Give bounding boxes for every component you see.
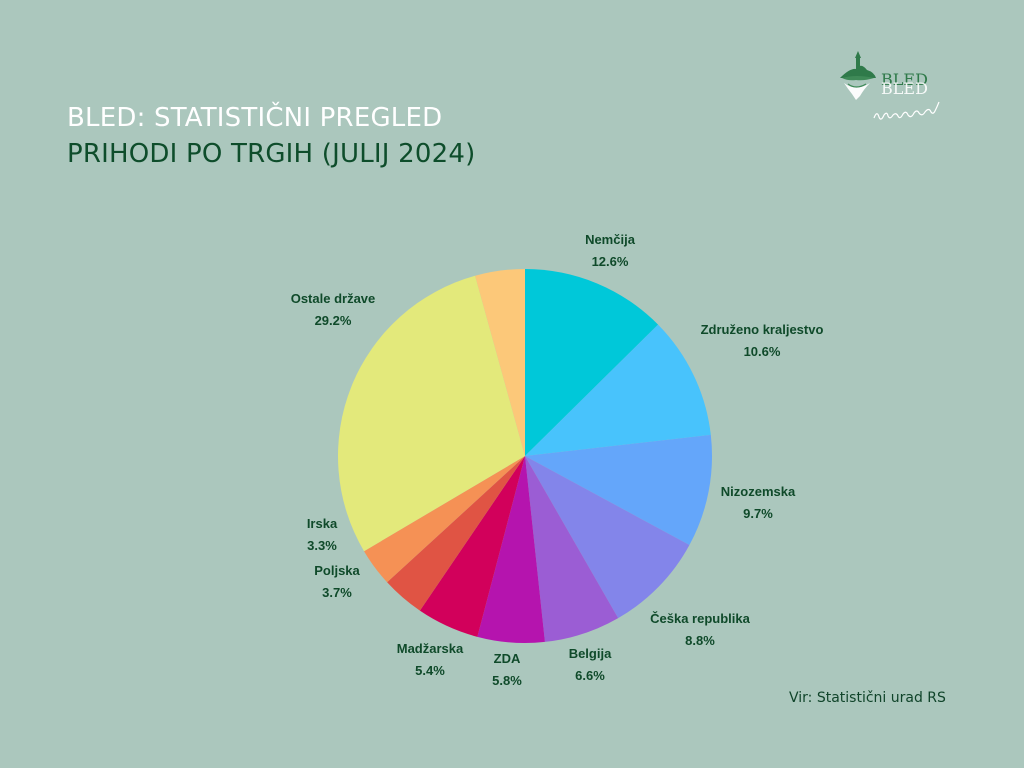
pie-slice-4 xyxy=(525,456,690,619)
slice-value-label-3: 9.7% xyxy=(743,506,773,521)
slice-value-label-7: 5.4% xyxy=(415,663,445,678)
pie-slice-2 xyxy=(525,324,711,456)
slice-label-6: ZDA xyxy=(494,651,521,666)
pie-slice-6 xyxy=(477,456,545,643)
source-note: Vir: Statistični urad RS xyxy=(789,690,946,706)
pie-labels: Nemčija 12.6% Združeno kraljestvo 10.6% Nizo… xyxy=(291,232,824,688)
slice-label-7: Madžarska xyxy=(397,641,464,656)
bled-logo: BLED BLED xyxy=(834,48,958,130)
slice-value-label-2: 10.6% xyxy=(744,344,781,359)
slice-value-label-9: 3.3% xyxy=(307,538,337,553)
pie-slice-11 xyxy=(475,269,525,456)
slice-value-label-10: 29.2% xyxy=(315,313,352,328)
slice-value-label-5: 6.6% xyxy=(575,668,605,683)
title-line-1: BLED: STATISTIČNI PREGLED xyxy=(67,103,443,133)
page-title: BLED: STATISTIČNI PREGLED PRIHODI PO TRG… xyxy=(67,100,475,172)
slice-label-5: Belgija xyxy=(569,646,612,661)
slice-label-10: Ostale države xyxy=(291,291,376,306)
logo-wordmark: BLED xyxy=(881,70,928,89)
slice-value-label-1: 12.6% xyxy=(592,254,629,269)
logo-wordmark-reflection: BLED xyxy=(881,79,928,98)
title-line-2: PRIHODI PO TRGIH (JULIJ 2024) xyxy=(67,139,476,169)
pie-slice-5 xyxy=(525,456,619,642)
slice-label-8: Poljska xyxy=(314,563,360,578)
slice-label-2: Združeno kraljestvo xyxy=(701,322,824,337)
pie-slice-7 xyxy=(419,456,525,637)
slice-value-label-8: 3.7% xyxy=(322,585,352,600)
bled-logo-icon: BLED BLED xyxy=(840,51,940,120)
pie-slice-3 xyxy=(525,434,713,546)
pie-slice-10 xyxy=(337,275,525,552)
pie-slices xyxy=(337,269,713,643)
slice-label-1: Nemčija xyxy=(585,232,636,247)
slice-label-3: Nizozemska xyxy=(721,484,796,499)
slice-label-4: Češka republika xyxy=(650,611,750,626)
slice-value-label-4: 8.8% xyxy=(685,633,715,648)
pie-slice-1 xyxy=(525,269,659,456)
slice-label-9: Irska xyxy=(307,516,338,531)
pie-slice-9 xyxy=(364,456,525,583)
pie-slice-8 xyxy=(387,456,525,611)
slice-value-label-6: 5.8% xyxy=(492,673,522,688)
